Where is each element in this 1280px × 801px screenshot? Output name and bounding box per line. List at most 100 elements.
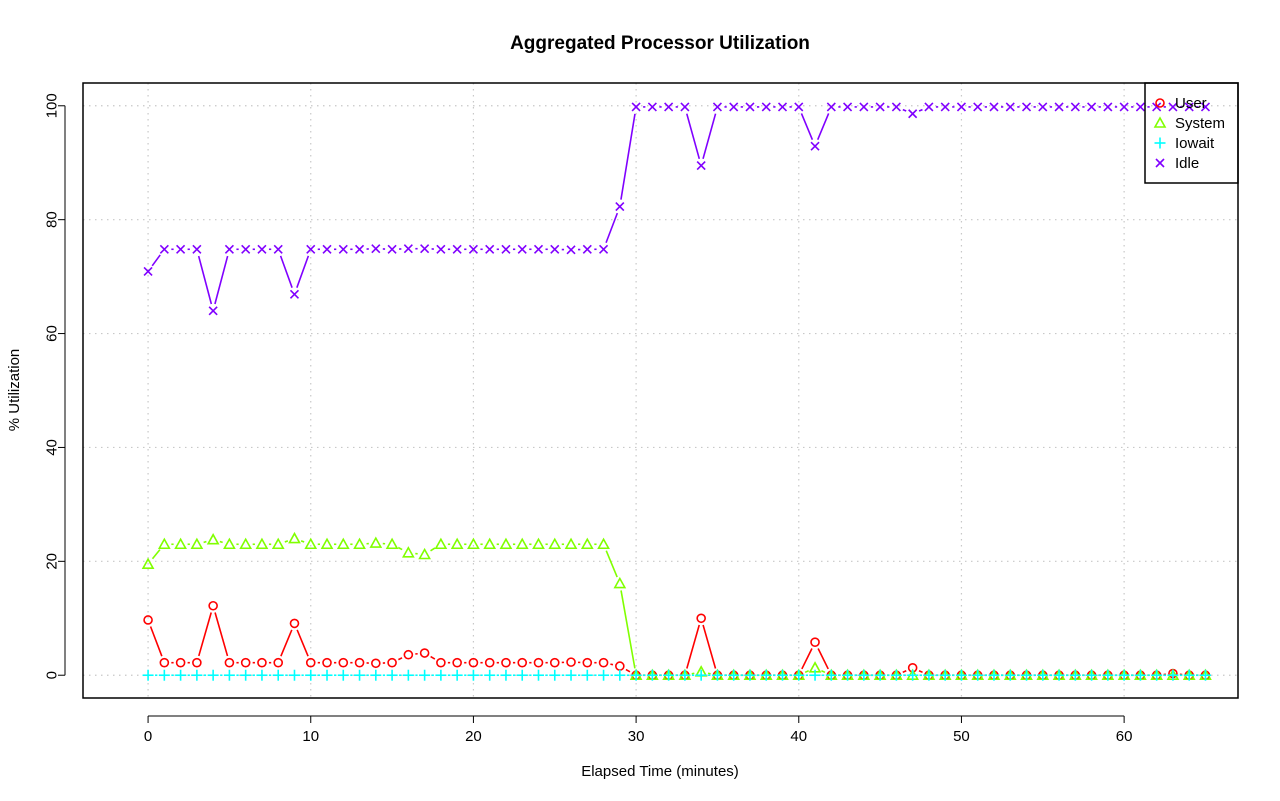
data-point-user	[549, 657, 560, 668]
data-point-iowait	[386, 669, 398, 681]
x-bar	[973, 102, 983, 112]
data-point-iowait	[630, 669, 642, 681]
x-tick-label: 60	[1116, 728, 1133, 745]
data-point-iowait	[663, 669, 675, 681]
data-point-iowait	[695, 669, 707, 681]
data-point-idle	[777, 102, 788, 112]
data-point-idle	[517, 244, 527, 254]
x-bar	[1005, 102, 1015, 112]
data-point-idle	[973, 102, 983, 112]
data-point-idle	[940, 102, 950, 112]
x-bar	[338, 244, 348, 254]
data-point-iowait	[484, 669, 496, 681]
data-point-idle	[550, 244, 560, 254]
data-point-user	[159, 657, 170, 668]
data-point-user	[582, 657, 593, 668]
data-point-iowait	[923, 669, 935, 681]
series-segment-idle	[816, 113, 830, 141]
data-point-idle	[1087, 102, 1097, 112]
x-bar	[436, 244, 446, 254]
data-point-iowait	[744, 669, 756, 681]
data-point-idle	[566, 245, 576, 255]
data-point-iowait	[1021, 669, 1033, 681]
series-segment-idle	[605, 212, 619, 244]
data-point-iowait	[191, 669, 203, 681]
data-point-iowait	[321, 669, 333, 681]
data-point-iowait	[614, 669, 626, 681]
data-point-iowait	[207, 669, 219, 681]
data-point-idle	[826, 102, 836, 112]
data-point-system	[580, 537, 594, 550]
series-segment-user	[198, 612, 212, 657]
series-segment-system	[284, 540, 289, 543]
series-segment-user	[610, 663, 614, 666]
data-point-idle	[761, 102, 771, 112]
x-bar	[647, 102, 657, 112]
data-point-system	[515, 537, 529, 550]
data-point-iowait	[793, 669, 805, 681]
x-bar	[908, 109, 918, 119]
data-point-iowait	[451, 669, 463, 681]
x-bar	[143, 266, 153, 277]
data-point-idle	[192, 244, 202, 254]
data-point-system	[353, 537, 366, 550]
x-bar	[859, 102, 869, 112]
x-bar	[729, 102, 739, 112]
y-tick-label: 100	[44, 93, 61, 118]
data-point-idle	[208, 306, 218, 316]
x-bar	[1038, 102, 1048, 112]
series-segment-idle	[702, 113, 717, 160]
data-point-idle	[354, 244, 365, 254]
data-point-iowait	[532, 669, 544, 681]
data-point-iowait	[288, 669, 300, 681]
series-segment-user	[686, 624, 701, 669]
data-point-idle	[143, 266, 153, 277]
x-bar	[826, 102, 836, 112]
data-point-idle	[371, 244, 381, 254]
x-bar	[680, 102, 690, 112]
legend-label-iowait: Iowait	[1175, 135, 1215, 152]
data-point-idle	[436, 244, 446, 254]
data-point-user	[387, 657, 397, 668]
data-point-idle	[1184, 102, 1194, 112]
x-bar	[761, 102, 771, 112]
series-segment-idle	[197, 255, 213, 305]
legend: User System Iowait Idle	[1144, 82, 1239, 184]
x-bar	[794, 102, 804, 112]
legend-label-system: System	[1175, 115, 1225, 132]
data-point-iowait	[1069, 669, 1081, 681]
data-point-iowait	[419, 669, 431, 681]
x-bar	[696, 161, 706, 171]
data-point-idle	[843, 102, 853, 112]
series-segment-system	[804, 669, 810, 674]
data-point-user	[192, 657, 202, 668]
data-point-iowait	[1199, 669, 1211, 681]
data-point-idle	[859, 102, 869, 112]
data-point-idle	[485, 244, 495, 254]
x-tick-label: 10	[302, 728, 319, 745]
data-point-idle	[989, 102, 999, 112]
legend-box	[1144, 82, 1239, 184]
data-point-system	[564, 537, 578, 550]
series-segment-system	[219, 540, 223, 544]
x-bar	[582, 244, 592, 254]
data-point-idle	[338, 244, 348, 254]
data-point-idle	[1021, 102, 1032, 112]
legend-marker-system	[1153, 116, 1167, 128]
data-point-idle	[1135, 102, 1145, 112]
series-segment-system	[707, 672, 711, 675]
series-segment-user	[280, 629, 293, 657]
y-tick-label: 80	[44, 211, 61, 228]
x-bar	[501, 244, 511, 254]
data-point-idle	[1054, 102, 1064, 112]
legend-marker-idle	[1155, 158, 1165, 168]
data-point-iowait	[175, 669, 187, 681]
x-bar	[810, 141, 820, 151]
data-point-iowait	[516, 669, 528, 681]
data-point-system	[450, 537, 464, 550]
x-bar	[989, 102, 999, 112]
x-bar	[403, 244, 413, 254]
data-point-system	[174, 537, 187, 550]
data-point-idle	[1005, 102, 1015, 112]
